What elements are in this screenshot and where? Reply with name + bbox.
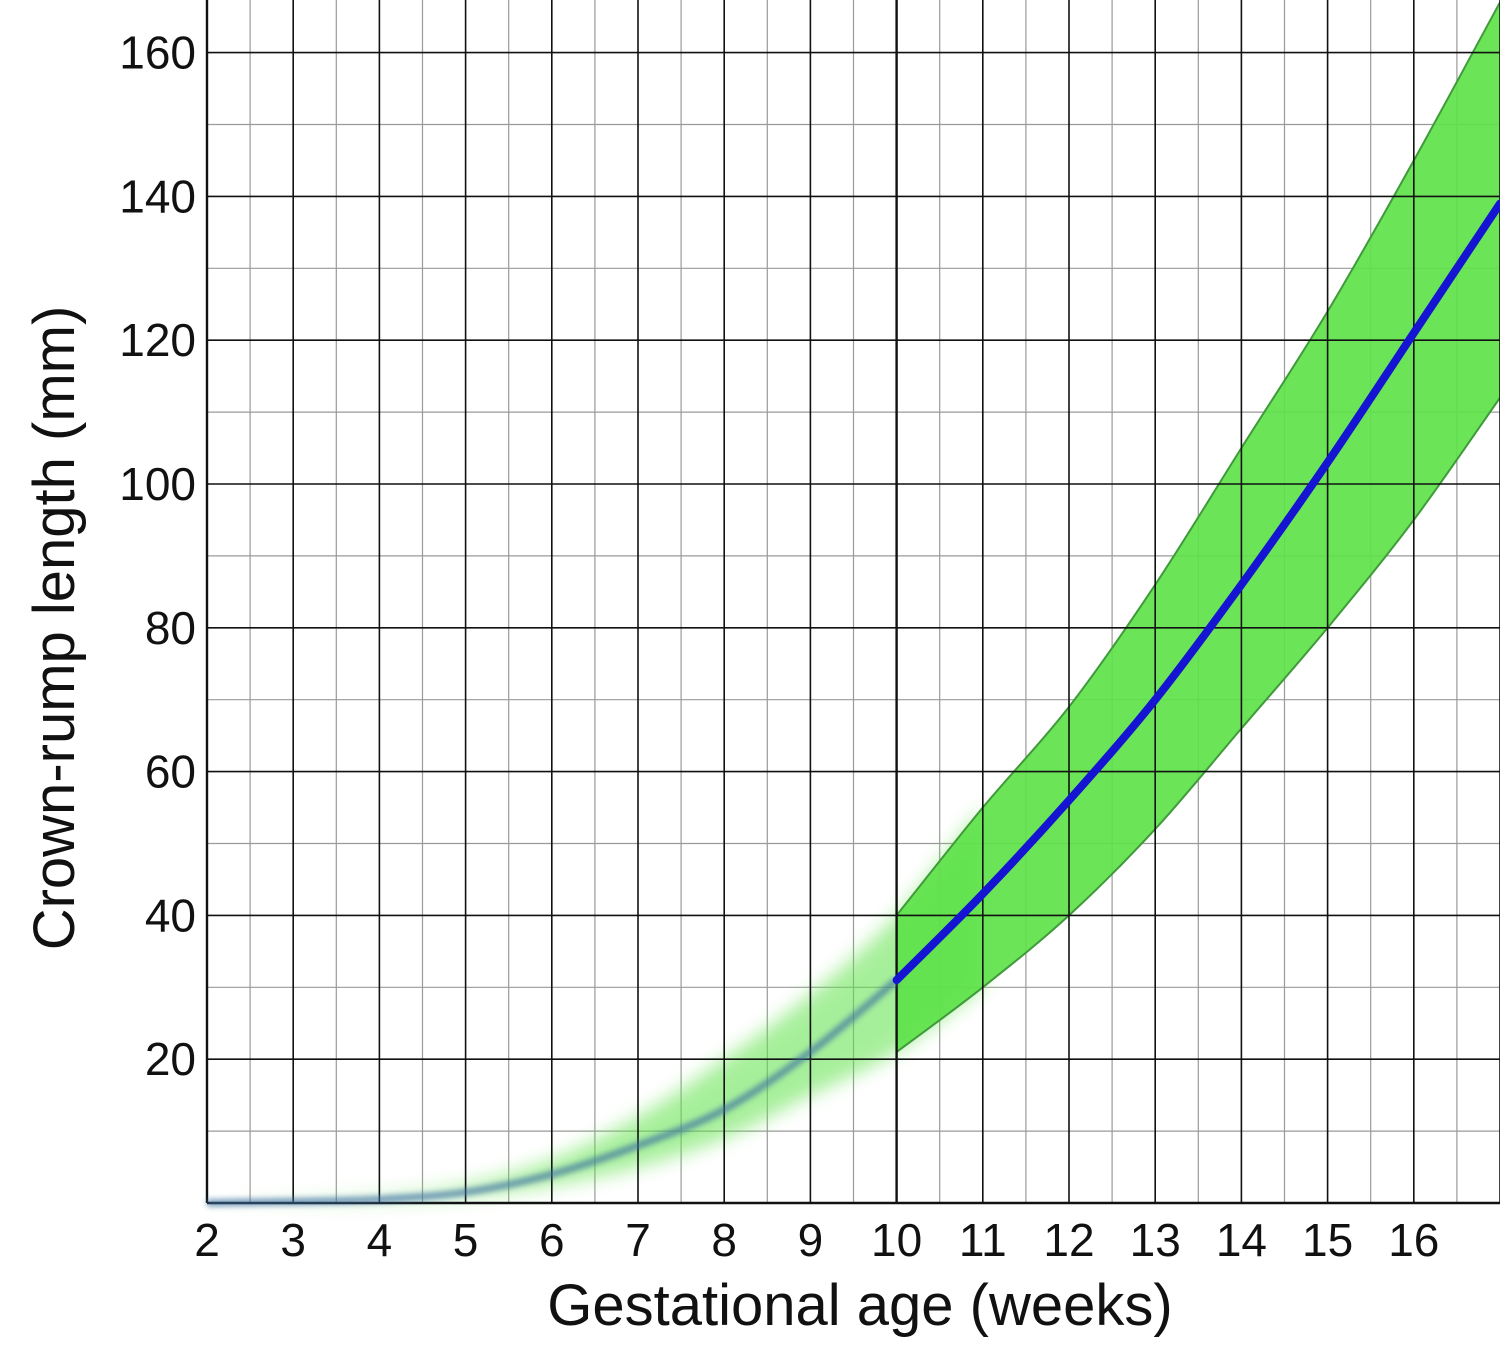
x-tick-label: 12	[1043, 1214, 1094, 1266]
x-tick-label: 6	[539, 1214, 565, 1266]
x-tick-label: 4	[367, 1214, 393, 1266]
x-tick-label: 2	[194, 1214, 220, 1266]
median-line-faded	[206, 977, 899, 1207]
confidence-band-area	[896, 2, 1500, 1052]
y-tick-label: 120	[119, 314, 196, 366]
y-tick-label: 40	[145, 889, 196, 941]
median-line	[892, 199, 1500, 985]
x-tick-label: 7	[625, 1214, 651, 1266]
x-tick-label: 16	[1388, 1214, 1439, 1266]
x-tick-label: 10	[871, 1214, 922, 1266]
x-tick-label: 11	[959, 1214, 1007, 1266]
x-tick-label: 14	[1216, 1214, 1267, 1266]
y-tick-label: 160	[119, 27, 196, 79]
x-tick-label: 3	[280, 1214, 306, 1266]
y-tick-label: 60	[145, 746, 196, 798]
y-axis-title: Crown-rump length (mm)	[22, 306, 87, 951]
confidence-band-faded	[207, 807, 983, 1203]
x-tick-label: 13	[1130, 1214, 1181, 1266]
y-tick-label: 100	[119, 458, 196, 510]
confidence-band	[895, 1, 1500, 1053]
x-axis-title: Gestational age (weeks)	[547, 1273, 1172, 1338]
confidence-band-lower-edge	[896, 397, 1500, 1053]
confidence-band-upper-edge	[895, 1, 1500, 917]
x-tick-labels: 2 3 4 5 6 7 8 9 10 11 12 13 14 15 16	[194, 1214, 1439, 1266]
y-tick-label: 140	[119, 170, 196, 222]
y-tick-label: 20	[145, 1033, 196, 1085]
y-tick-labels: 20 40 60 80 100 120 140 160	[119, 27, 196, 1086]
y-tick-label: 80	[145, 602, 196, 654]
x-tick-label: 5	[453, 1214, 479, 1266]
x-tick-label: 9	[798, 1214, 824, 1266]
confidence-band-faded-area	[207, 807, 983, 1203]
median-line-path	[892, 199, 1500, 985]
x-tick-label: 15	[1302, 1214, 1353, 1266]
grid-major	[205, 0, 1500, 1205]
median-line-faded-path	[206, 977, 899, 1207]
x-tick-label: 8	[711, 1214, 737, 1266]
